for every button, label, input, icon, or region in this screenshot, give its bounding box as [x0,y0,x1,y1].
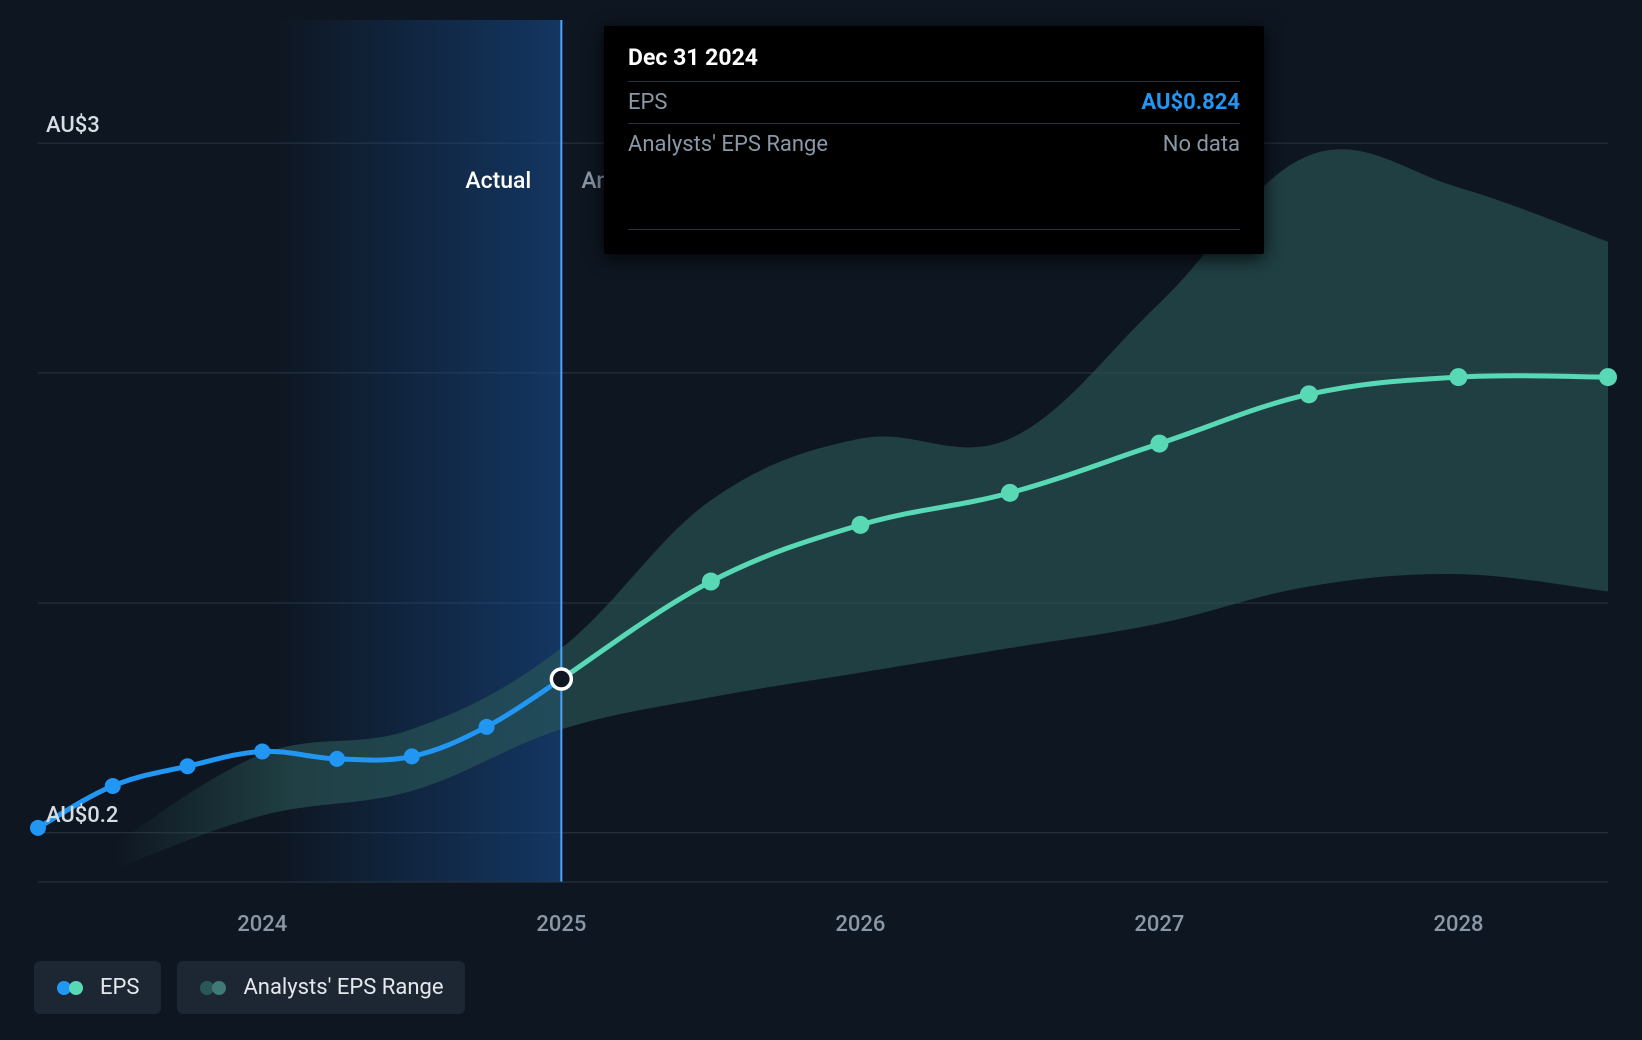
legend-item-eps[interactable]: EPS [34,961,161,1014]
x-axis-label: 2024 [237,912,287,937]
x-axis-label: 2026 [835,912,885,937]
tooltip-row-value: AU$0.824 [1141,90,1240,115]
x-axis-label: 2025 [536,912,586,937]
eps-forecast-chart: AU$0.2 AU$3 2024 2025 2026 2027 2028 Act… [0,0,1642,1040]
legend-swatch-eps [56,980,86,996]
actual-region-label: Actual [465,167,531,194]
tooltip-row-label: Analysts' EPS Range [628,132,828,157]
x-axis-label: 2027 [1134,912,1184,937]
tooltip-date: Dec 31 2024 [628,44,1240,81]
chart-legend: EPS Analysts' EPS Range [34,961,465,1014]
y-axis-label: AU$0.2 [46,803,118,828]
tooltip-row-label: EPS [628,90,667,115]
legend-swatch-range [199,980,229,996]
x-axis-label: 2028 [1433,912,1483,937]
tooltip-footer-rule [628,229,1240,230]
highlight-point-ring [551,669,571,689]
chart-tooltip: Dec 31 2024 EPS AU$0.824 Analysts' EPS R… [604,26,1264,254]
legend-item-range[interactable]: Analysts' EPS Range [177,961,465,1014]
tooltip-row-eps: EPS AU$0.824 [628,81,1240,123]
legend-label: EPS [100,975,139,1000]
tooltip-row-range: Analysts' EPS Range No data [628,123,1240,165]
legend-label: Analysts' EPS Range [243,975,443,1000]
tooltip-row-value: No data [1163,132,1240,157]
y-axis-label: AU$3 [46,113,100,138]
